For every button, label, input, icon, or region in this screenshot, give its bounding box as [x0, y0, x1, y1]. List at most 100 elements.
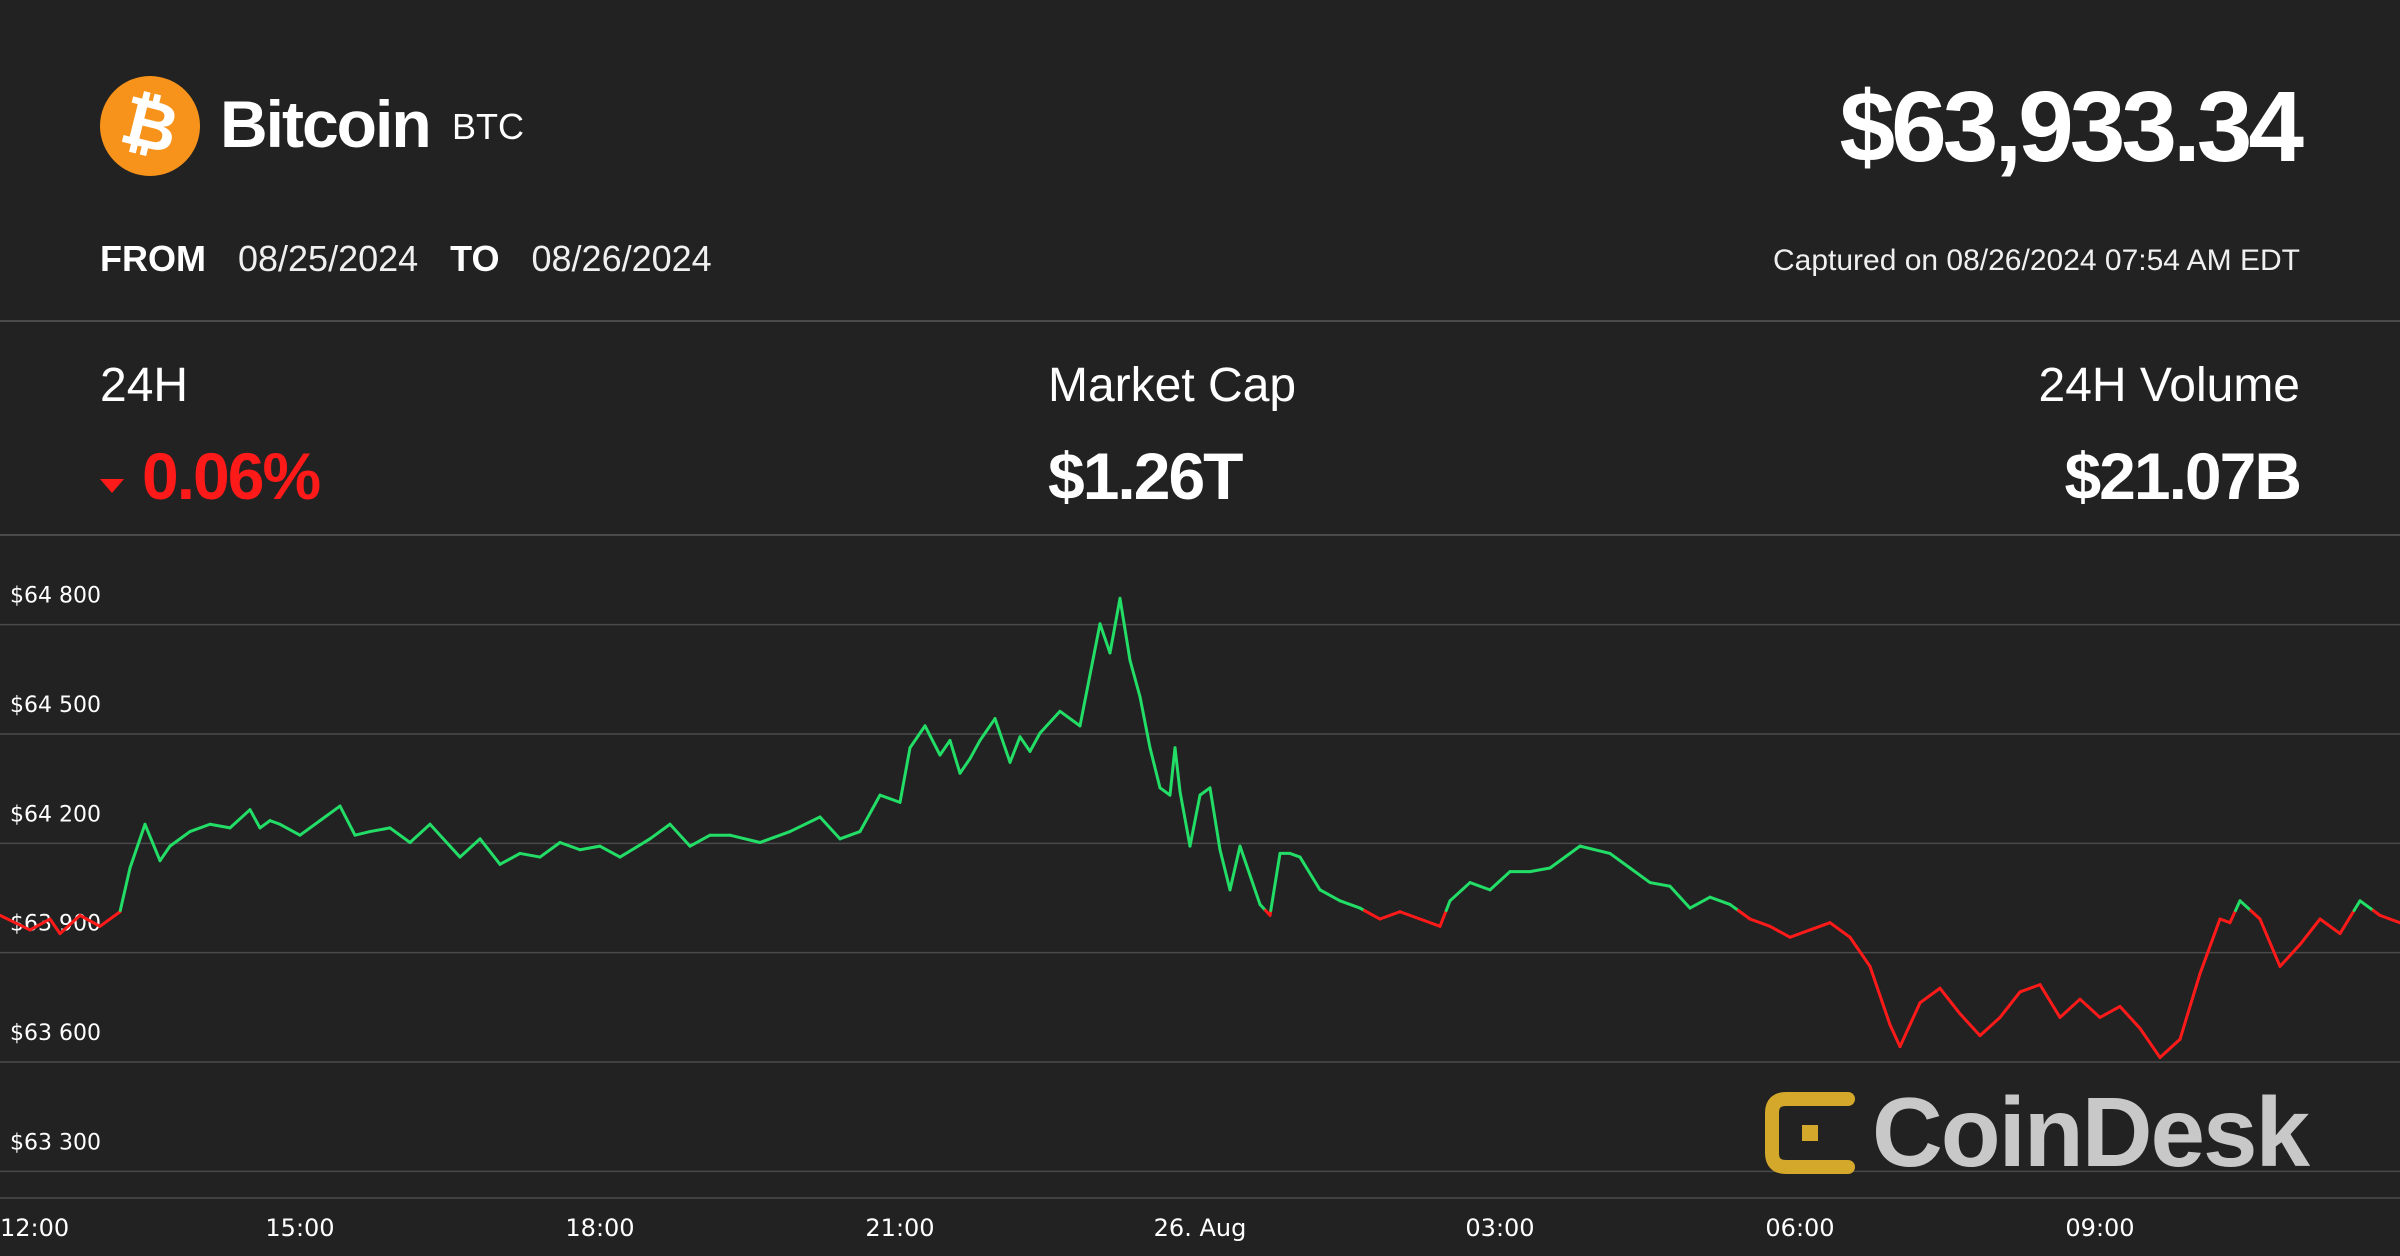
price-line-segment	[1108, 596, 1122, 655]
price-line-segment	[2198, 917, 2222, 976]
price-line-segment	[788, 815, 822, 834]
price-line-segment	[1438, 909, 1448, 928]
price-line-segment	[2238, 899, 2253, 913]
price-line-segment	[1488, 870, 1512, 892]
price-line-segment	[1269, 851, 1282, 913]
price-line-segment	[2378, 913, 2400, 925]
x-tick-label: 03:00	[1465, 1214, 1534, 1242]
price-line-segment	[1828, 921, 1852, 939]
price-line-segment	[1736, 909, 1752, 921]
price-line-segment	[2338, 909, 2356, 936]
coindesk-watermark-text: CoinDesk	[1872, 1077, 2310, 1187]
price-line-segment	[993, 717, 1012, 764]
price-line-segment	[128, 822, 147, 870]
price-line-segment	[1898, 1001, 1922, 1049]
captured-timestamp: Captured on 08/26/2024 07:54 AM EDT	[1772, 244, 2300, 277]
price-line-segment	[958, 757, 972, 775]
price-line-segment	[1448, 881, 1472, 903]
price-line-segment	[1208, 786, 1222, 852]
price-line-segment	[1238, 844, 1252, 877]
price-line-segment	[858, 793, 882, 834]
price-line-segment	[268, 819, 282, 826]
price-line-segment	[1578, 844, 1612, 855]
price-line-segment	[1918, 986, 1942, 1005]
price-line-segment	[498, 851, 522, 866]
divider-top	[0, 320, 2400, 322]
price-line-segment	[1362, 909, 1382, 921]
price-line-segment	[448, 844, 462, 859]
price-line-segment	[1158, 786, 1172, 797]
price-line-segment	[1958, 1012, 1982, 1038]
price-line-segment	[208, 822, 232, 830]
price-line-segment	[2318, 917, 2342, 936]
price-line-segment	[1008, 735, 1022, 764]
price-line-segment	[1748, 917, 1772, 928]
price-line-segment	[728, 833, 762, 844]
market-cap-value: $1.26T	[1048, 439, 1243, 513]
price-line-segment	[1998, 990, 2022, 1019]
price-line-segment	[428, 822, 452, 848]
price-line-segment	[1018, 735, 1032, 753]
price-line-segment	[1788, 928, 1812, 939]
price-line-segment	[2098, 1004, 2122, 1019]
x-tick-label: 06:00	[1765, 1214, 1834, 1242]
price-line-segment	[1888, 1023, 1902, 1049]
from-label: FROM	[100, 238, 206, 279]
price-line-segment	[368, 826, 392, 834]
price-line-segment	[28, 917, 52, 932]
price-line-segment	[1628, 866, 1652, 885]
price-line-segment	[1608, 851, 1632, 870]
from-date: 08/25/2024	[237, 238, 419, 279]
price-line-segment	[228, 808, 252, 830]
price-line-segment	[1418, 917, 1442, 928]
price-line-segment	[2258, 917, 2282, 968]
price-line-segment	[118, 866, 132, 913]
price-chart: $64 800 $64 500 $64 200 $63 900 $63 600 $63 3…	[0, 584, 2400, 1242]
price-line-segment	[538, 840, 562, 859]
price-line-segment	[978, 717, 997, 742]
price-line-segment	[1168, 746, 1177, 797]
change-block: 0.06%	[100, 438, 321, 514]
to-label: TO	[450, 238, 500, 279]
x-tick-label: 26. Aug	[1154, 1214, 1247, 1242]
price-line-segment	[1378, 910, 1402, 921]
price-line-segment	[158, 844, 172, 863]
price-line-segment	[168, 830, 192, 848]
price-line-segment	[1028, 731, 1042, 753]
price-line-segment	[2358, 899, 2375, 913]
divider-bottom	[0, 534, 2400, 536]
price-line-segment	[58, 913, 82, 936]
price-line-segment	[938, 738, 952, 757]
price-line-segment	[2234, 899, 2242, 913]
price-line-segment	[278, 822, 302, 837]
price-line-segment	[2249, 909, 2262, 921]
price-line-segment	[2278, 943, 2302, 968]
coin-symbol: BTC	[452, 106, 524, 147]
price-line-segment	[48, 917, 62, 936]
coin-name: Bitcoin	[220, 87, 432, 161]
y-tick-label: $64 800	[10, 584, 101, 609]
change-value: 0.06%	[142, 439, 321, 513]
price-line-segment	[578, 844, 602, 852]
price-line-segment	[1868, 964, 1892, 1027]
price-line-segment	[1808, 921, 1832, 932]
price-line-segment	[338, 804, 357, 837]
price-line-segment	[878, 793, 902, 804]
price-line-segment	[98, 910, 122, 928]
coindesk-logo-icon	[1765, 1091, 1855, 1174]
price-line-segment	[1173, 746, 1182, 793]
price-line-segment	[898, 746, 912, 804]
price-line-segment	[2058, 997, 2082, 1019]
price-line-segment	[648, 822, 672, 841]
price-line-segment	[1468, 881, 1492, 892]
price-line-segment	[1768, 924, 1792, 939]
y-tick-label: $64 500	[10, 693, 101, 718]
price-line-segment	[968, 738, 982, 761]
price-line-segment	[518, 851, 542, 859]
caret-down-icon	[100, 479, 124, 493]
bitcoin-icon: ₿	[113, 80, 187, 171]
price-line-segment	[2218, 917, 2232, 925]
price-line-segment	[923, 724, 942, 757]
price-line-segment	[1248, 873, 1262, 906]
price-line-segment	[1218, 848, 1232, 892]
